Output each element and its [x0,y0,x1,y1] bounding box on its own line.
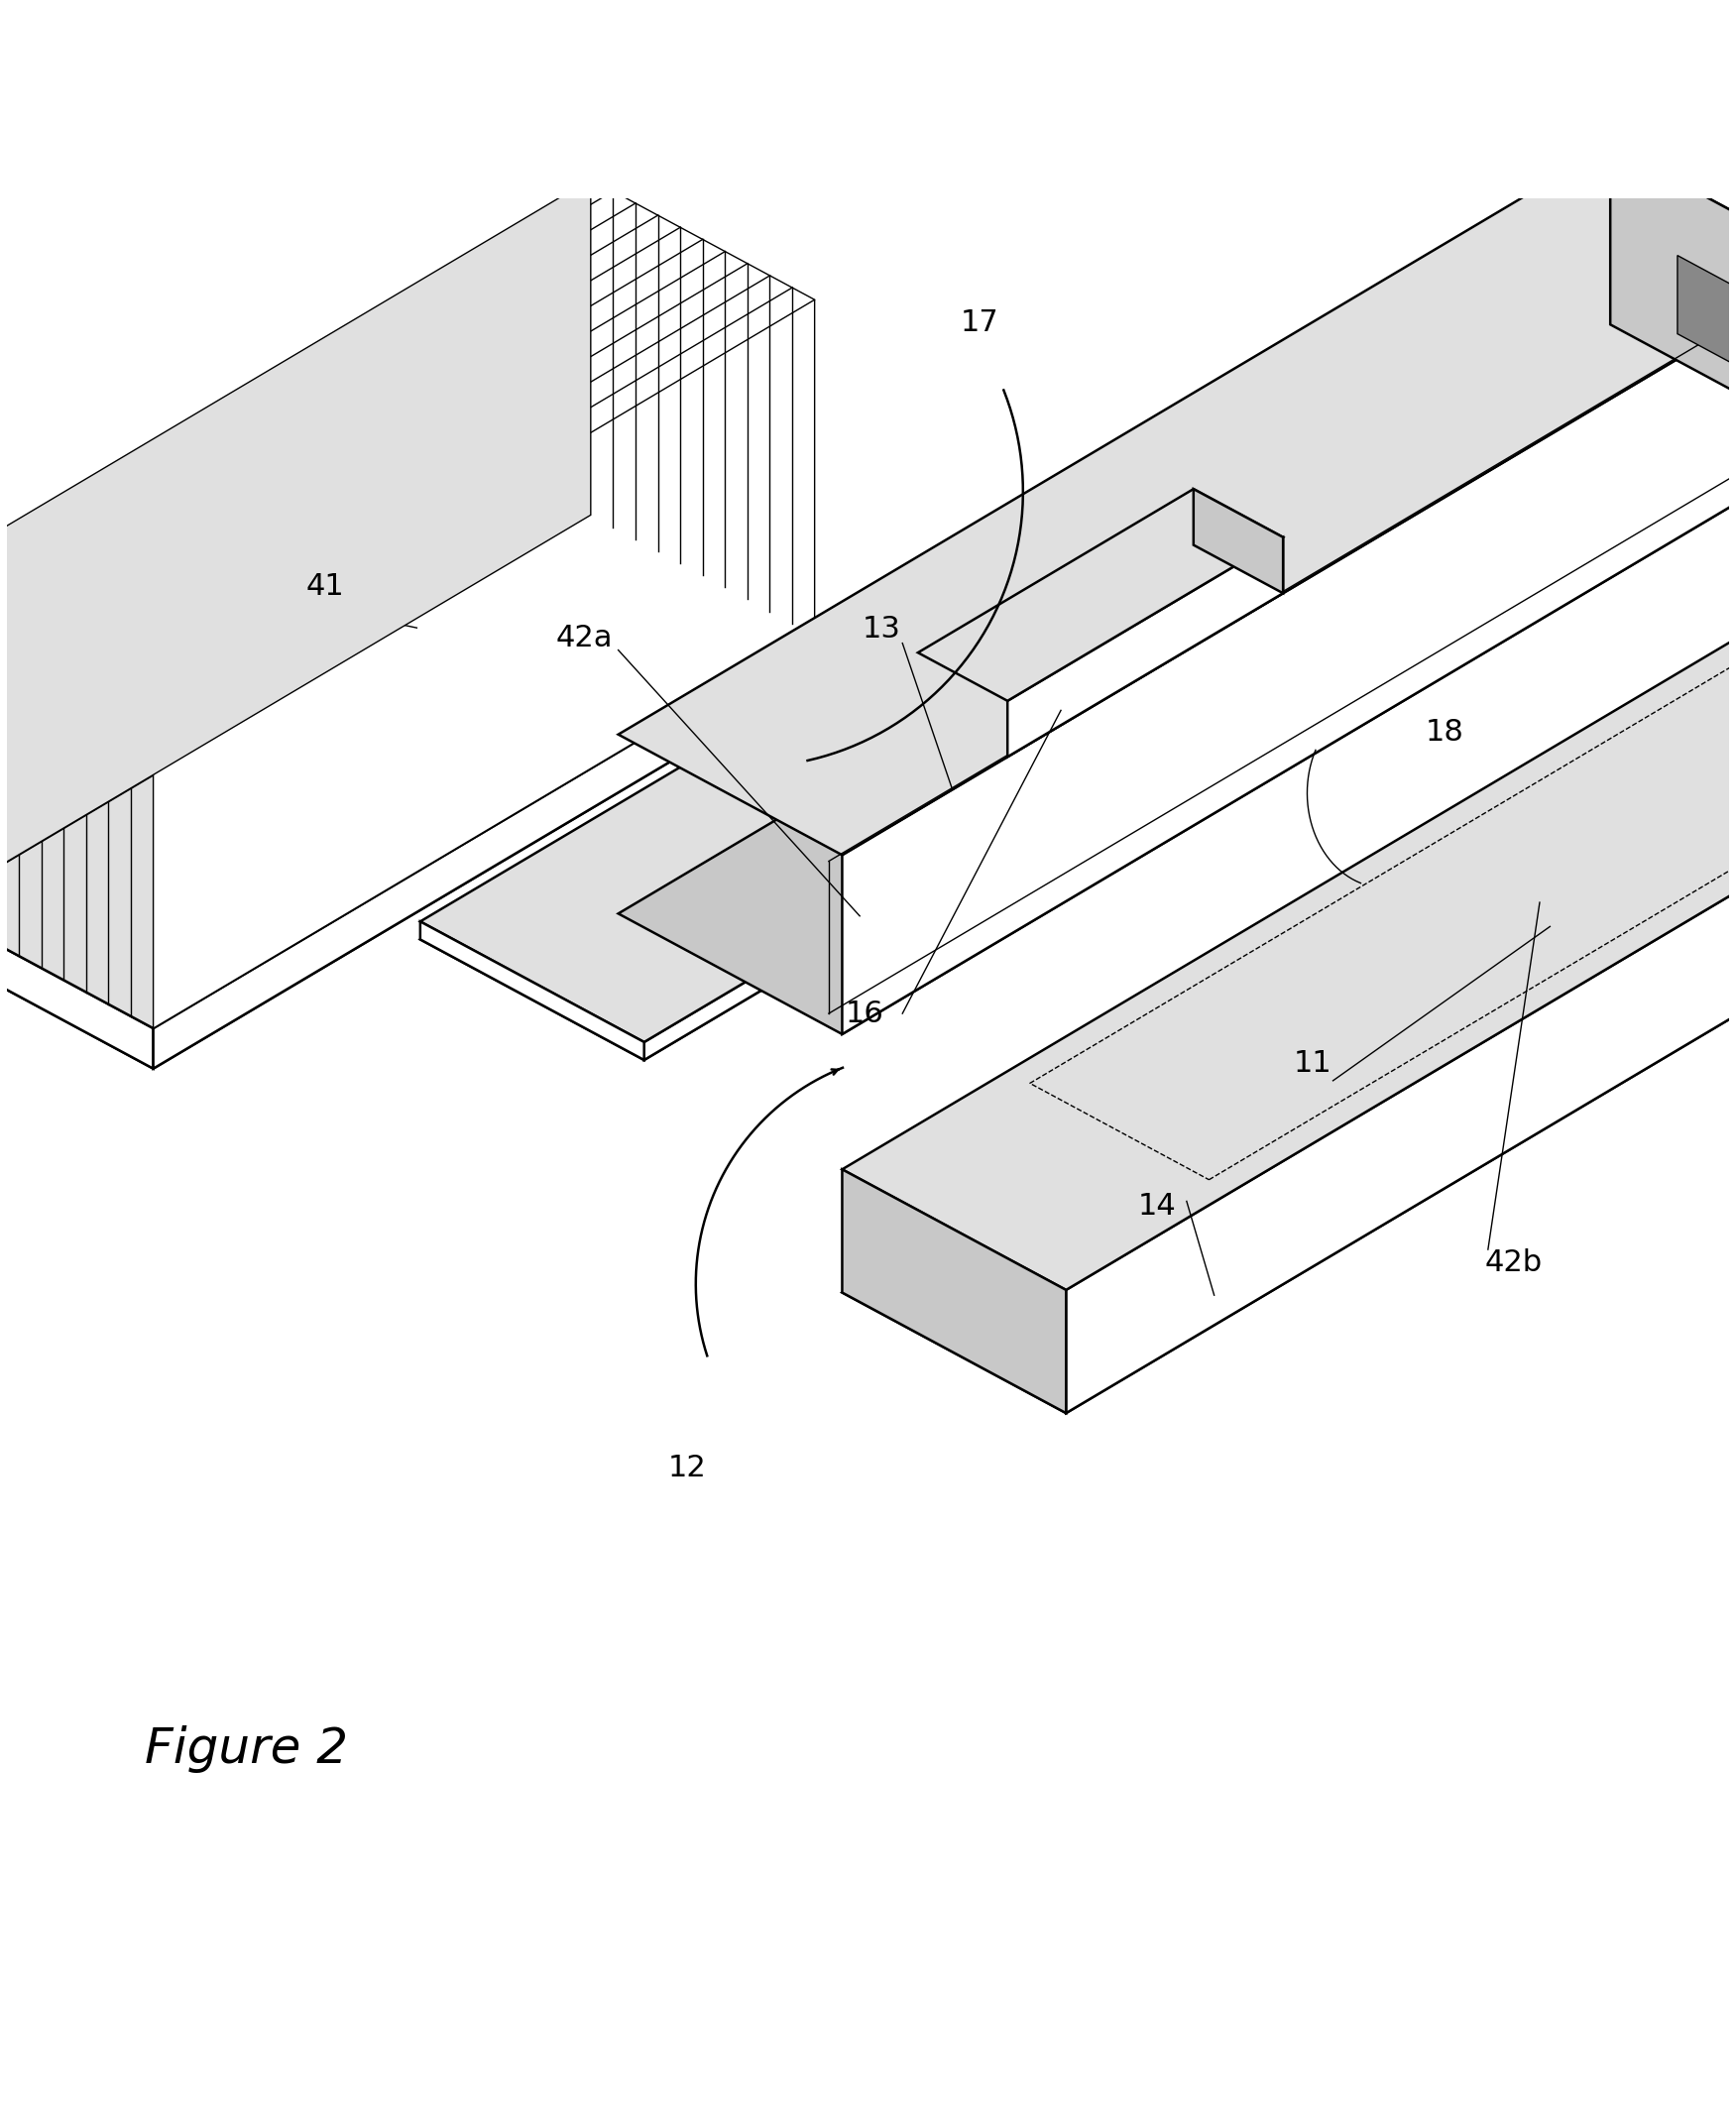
Polygon shape [1082,528,1305,668]
Polygon shape [618,146,1736,854]
Text: 41: 41 [306,572,345,600]
Polygon shape [618,324,1736,1035]
Polygon shape [1066,636,1736,1414]
Polygon shape [918,490,1283,702]
Polygon shape [0,555,814,1068]
Polygon shape [0,515,814,1028]
Polygon shape [644,649,1305,1060]
Text: 18: 18 [1425,719,1463,746]
Text: 16: 16 [845,999,884,1028]
Polygon shape [153,299,814,1028]
Text: Figure 2: Figure 2 [144,1726,347,1772]
Text: 11: 11 [1293,1049,1332,1077]
Polygon shape [420,922,644,1060]
Polygon shape [1611,146,1736,445]
Polygon shape [590,515,814,676]
Polygon shape [153,636,814,1068]
Polygon shape [420,528,1305,1043]
Text: 17: 17 [960,307,1000,337]
Polygon shape [842,1170,1066,1414]
Polygon shape [1677,254,1736,401]
Polygon shape [1007,536,1283,757]
Polygon shape [842,265,1736,1035]
Text: 12: 12 [668,1454,707,1482]
Polygon shape [842,638,1736,1414]
Polygon shape [1194,490,1283,594]
Polygon shape [842,515,1736,1289]
Polygon shape [0,178,590,907]
Text: 13: 13 [863,615,901,644]
Polygon shape [0,907,153,1068]
Polygon shape [420,547,1305,1060]
Text: 14: 14 [1139,1191,1177,1221]
Text: 42b: 42b [1484,1249,1543,1278]
Text: 42a: 42a [556,623,613,653]
